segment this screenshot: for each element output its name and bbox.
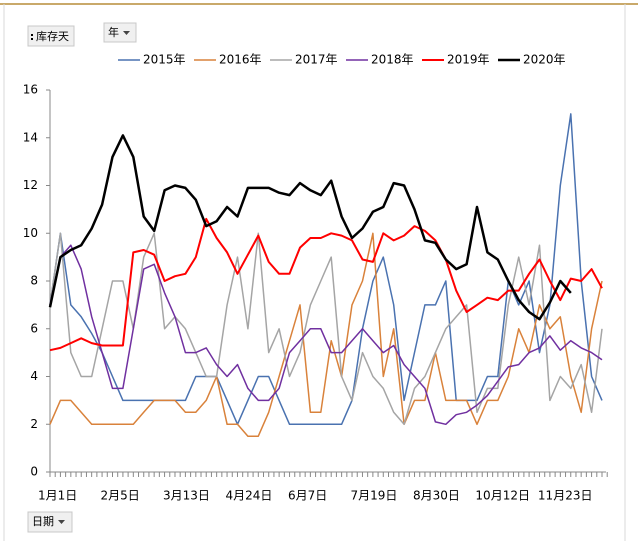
button-bg [27, 25, 75, 47]
y-tick-label: 8 [30, 274, 38, 288]
x-tick-label: 3月13日 [163, 489, 210, 503]
button-bg [27, 511, 73, 533]
y-tick-label: 10 [23, 226, 38, 240]
x-tick-label: 2月5日 [100, 489, 139, 503]
legend-label: 2015年 [143, 53, 186, 67]
y-tick-label: 0 [30, 465, 38, 479]
y-tick-label: 14 [23, 130, 38, 144]
x-tick-label: 4月24日 [225, 489, 272, 503]
x-tick-label: 8月30日 [413, 489, 460, 503]
button-icon [31, 34, 33, 36]
x-tick-label: 7月19日 [350, 489, 397, 503]
button-icon [31, 38, 33, 40]
y-tick-label: 16 [23, 83, 38, 97]
legend-label: 2017年 [295, 53, 338, 67]
button-bg [103, 22, 137, 43]
legend-label: 2019年 [447, 53, 490, 67]
legend-label: 2016年 [219, 53, 262, 67]
value-field-button[interactable]: 库存天 [27, 25, 75, 47]
value-field-label: 库存天 [36, 29, 69, 43]
series-field-label: 年 [108, 25, 119, 39]
y-tick-label: 12 [23, 178, 38, 192]
x-tick-label: 11月23日 [538, 489, 593, 503]
series-line [48, 134, 572, 321]
series-line [49, 217, 603, 352]
series-line [49, 232, 603, 426]
series-line [49, 232, 603, 437]
series-field-button[interactable]: 年 [103, 22, 137, 43]
y-tick-label: 2 [30, 417, 38, 431]
series-line [49, 244, 603, 426]
legend-label: 2020年 [523, 53, 566, 67]
axis-field-button[interactable]: 日期 [27, 511, 73, 533]
y-tick-label: 4 [30, 369, 38, 383]
y-tick-label: 6 [30, 321, 38, 335]
x-tick-label: 1月1日 [38, 489, 77, 503]
dropdown-arrow [123, 31, 130, 35]
x-tick-label: 10月12日 [475, 489, 530, 503]
dropdown-arrow [58, 520, 65, 524]
axis-field-label: 日期 [32, 515, 54, 528]
legend-label: 2018年 [371, 53, 414, 67]
plot-area: 0 2 4 6 8 10 12 14 16 1月1日 2月5日 3月13日 4月24日 6月7日 7月19日… [23, 53, 608, 503]
x-tick-label: 6月7日 [288, 489, 327, 503]
